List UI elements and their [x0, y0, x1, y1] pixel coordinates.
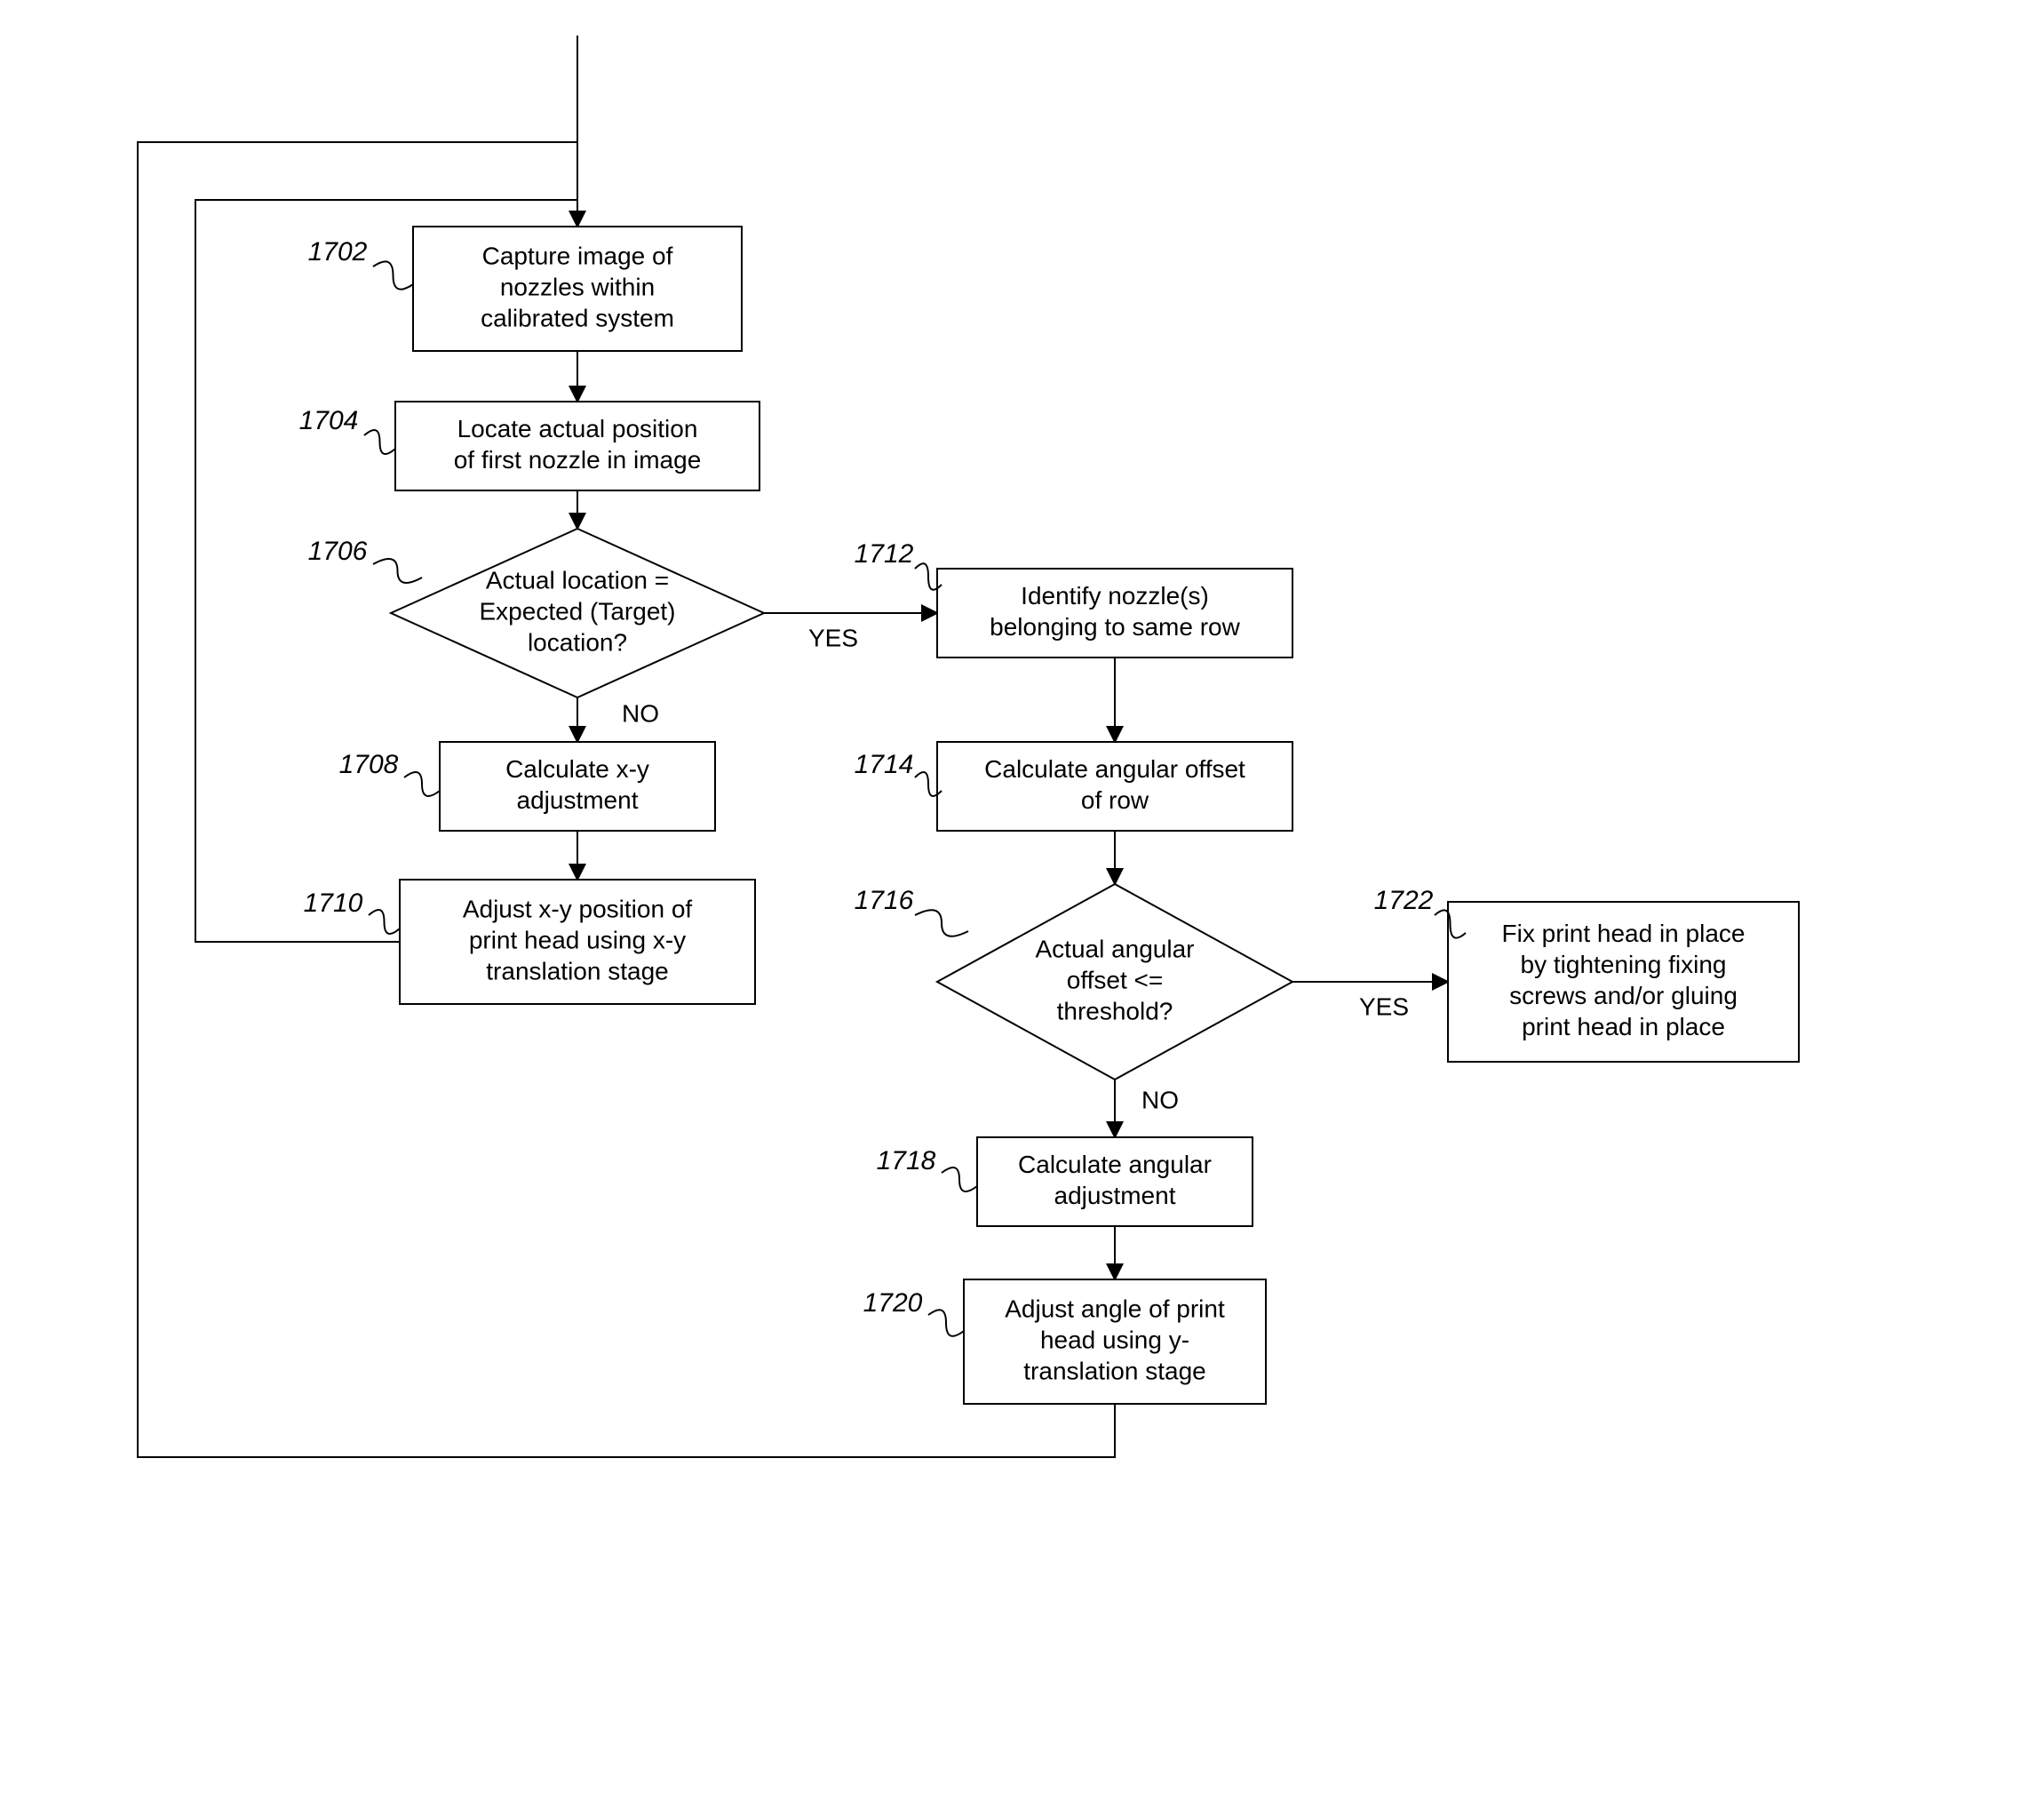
node-1716: Actual angular offset <= threshold? — [937, 884, 1292, 1080]
svg-text:YES: YES — [1359, 992, 1409, 1020]
callout-1710: 1710 — [304, 889, 363, 918]
svg-text:Calculate angular: Calculate angular — [1018, 1151, 1212, 1178]
callout-1714: 1714 — [855, 750, 914, 779]
svg-text:head using y-: head using y- — [1040, 1326, 1189, 1353]
svg-text:YES: YES — [808, 624, 858, 651]
callout-1718: 1718 — [877, 1146, 936, 1175]
node-1708: Calculate x-y adjustment — [440, 742, 715, 831]
svg-text:Locate actual position: Locate actual position — [457, 415, 698, 442]
svg-text:adjustment: adjustment — [1054, 1182, 1176, 1209]
callout-1712: 1712 — [855, 539, 914, 569]
svg-text:screws and/or gluing: screws and/or gluing — [1509, 982, 1738, 1009]
node-1706: Actual location = Expected (Target) locati… — [391, 529, 764, 697]
svg-text:translation stage: translation stage — [1023, 1357, 1205, 1384]
svg-text:Fix print head in place: Fix print head in place — [1502, 920, 1746, 947]
svg-text:NO: NO — [1141, 1086, 1179, 1113]
svg-text:by tightening fixing: by tightening fixing — [1521, 951, 1727, 978]
svg-text:print head in place: print head in place — [1522, 1013, 1725, 1040]
callout-1708: 1708 — [339, 750, 399, 779]
node-1712: Identify nozzle(s) belonging to same row — [937, 569, 1292, 657]
node-1710: Adjust x-y position of print head using x… — [400, 880, 755, 1004]
svg-text:Calculate angular offset: Calculate angular offset — [984, 755, 1245, 783]
svg-text:calibrated system: calibrated system — [481, 304, 674, 331]
svg-text:of first nozzle in image: of first nozzle in image — [454, 446, 702, 474]
node-1720: Adjust angle of print head using y-transl… — [964, 1279, 1266, 1404]
flowchart-svg: NO YES NO YES Capture image of nozzles within… — [0, 0, 2044, 1793]
svg-text:location?: location? — [528, 628, 627, 656]
svg-text:nozzles within: nozzles within — [500, 273, 655, 300]
svg-text:Adjust x-y position of: Adjust x-y position of — [463, 895, 693, 922]
svg-text:Capture image of: Capture image of — [482, 242, 673, 269]
svg-text:offset <=: offset <= — [1067, 966, 1163, 993]
node-1702: Capture image of nozzles within calibrated… — [413, 227, 742, 351]
svg-text:belonging to same row: belonging to same row — [990, 613, 1241, 641]
node-1704: Locate actual position of first nozzle in… — [395, 402, 760, 490]
svg-text:translation stage: translation stage — [486, 957, 668, 984]
svg-text:Actual angular: Actual angular — [1035, 935, 1194, 962]
svg-text:NO: NO — [622, 699, 659, 727]
callout-1716: 1716 — [855, 886, 914, 915]
node-1718: Calculate angular adjustment — [977, 1137, 1253, 1226]
node-1722: Fix print head in place by tightening fix… — [1448, 902, 1799, 1062]
svg-text:Expected (Target): Expected (Target) — [480, 597, 676, 625]
callout-1704: 1704 — [299, 406, 359, 435]
callout-1720: 1720 — [863, 1288, 923, 1318]
svg-text:Calculate x-y: Calculate x-y — [505, 755, 649, 783]
svg-text:of row: of row — [1081, 786, 1149, 814]
callout-1702: 1702 — [308, 237, 368, 267]
svg-text:Adjust angle of print: Adjust angle of print — [1005, 1295, 1225, 1322]
callout-1722: 1722 — [1374, 886, 1434, 915]
svg-text:threshold?: threshold? — [1057, 997, 1173, 1024]
svg-text:adjustment: adjustment — [517, 786, 639, 814]
svg-text:print head using x-y: print head using x-y — [469, 926, 686, 953]
callout-1706: 1706 — [308, 537, 368, 566]
svg-text:Actual location =: Actual location = — [486, 566, 669, 594]
node-1714: Calculate angular offset of row — [937, 742, 1292, 831]
svg-text:Identify nozzle(s): Identify nozzle(s) — [1021, 582, 1209, 610]
